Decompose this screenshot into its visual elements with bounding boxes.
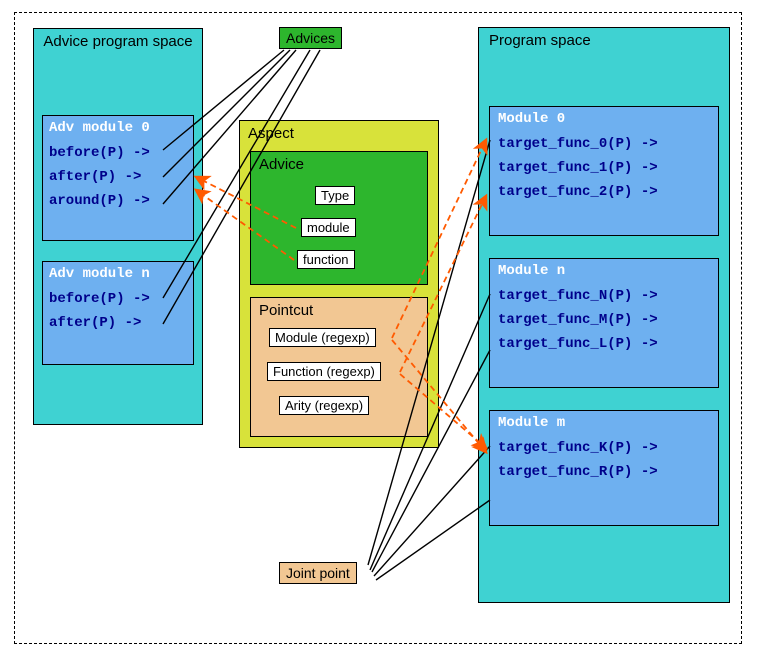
mod0-func2: target_func_2(P) -> — [498, 181, 710, 205]
pointcut-box: Pointcut Module (regexp) Function (regex… — [250, 297, 428, 437]
adv-mod0-func2: around(P) -> — [49, 190, 187, 214]
module-0: Module 0 target_func_0(P) -> target_func… — [489, 106, 719, 236]
advice-box: Advice Type module function — [250, 151, 428, 285]
advice-box-title: Advice — [259, 156, 427, 173]
adv-mod0-func1: after(P) -> — [49, 166, 187, 190]
modm-func1: target_func_R(P) -> — [498, 461, 710, 485]
modn-func0: target_func_N(P) -> — [498, 285, 710, 309]
program-space-title: Program space — [489, 32, 729, 49]
mod0-func0: target_func_0(P) -> — [498, 133, 710, 157]
pointcut-box-title: Pointcut — [259, 302, 427, 319]
advices-label: Advices — [279, 27, 342, 49]
adv-module-n: Adv module n before(P) -> after(P) -> — [42, 261, 194, 365]
advice-item-function: function — [297, 250, 355, 269]
aspect-title: Aspect — [248, 125, 438, 142]
aspect-box: Aspect Advice Type module function Point… — [239, 120, 439, 448]
module-m-title: Module m — [498, 415, 710, 431]
pointcut-item-function: Function (regexp) — [267, 362, 381, 381]
modm-func0: target_func_K(P) -> — [498, 437, 710, 461]
modn-func1: target_func_M(P) -> — [498, 309, 710, 333]
pointcut-item-arity: Arity (regexp) — [279, 396, 369, 415]
adv-mod0-func0: before(P) -> — [49, 142, 187, 166]
module-n-title: Module n — [498, 263, 710, 279]
mod0-func1: target_func_1(P) -> — [498, 157, 710, 181]
advice-item-module: module — [301, 218, 356, 237]
pointcut-item-module: Module (regexp) — [269, 328, 376, 347]
advice-item-type: Type — [315, 186, 355, 205]
advice-program-space: Advice program space Adv module 0 before… — [33, 28, 203, 425]
adv-modn-func1: after(P) -> — [49, 312, 187, 336]
module-n: Module n target_func_N(P) -> target_func… — [489, 258, 719, 388]
adv-module-n-title: Adv module n — [49, 266, 187, 282]
adv-module-0: Adv module 0 before(P) -> after(P) -> ar… — [42, 115, 194, 241]
program-space: Program space Module 0 target_func_0(P) … — [478, 27, 730, 603]
adv-module-0-title: Adv module 0 — [49, 120, 187, 136]
modn-func2: target_func_L(P) -> — [498, 333, 710, 357]
module-0-title: Module 0 — [498, 111, 710, 127]
module-m: Module m target_func_K(P) -> target_func… — [489, 410, 719, 526]
adv-modn-func0: before(P) -> — [49, 288, 187, 312]
joint-point-label: Joint point — [279, 562, 357, 584]
advice-space-title: Advice program space — [34, 33, 202, 50]
